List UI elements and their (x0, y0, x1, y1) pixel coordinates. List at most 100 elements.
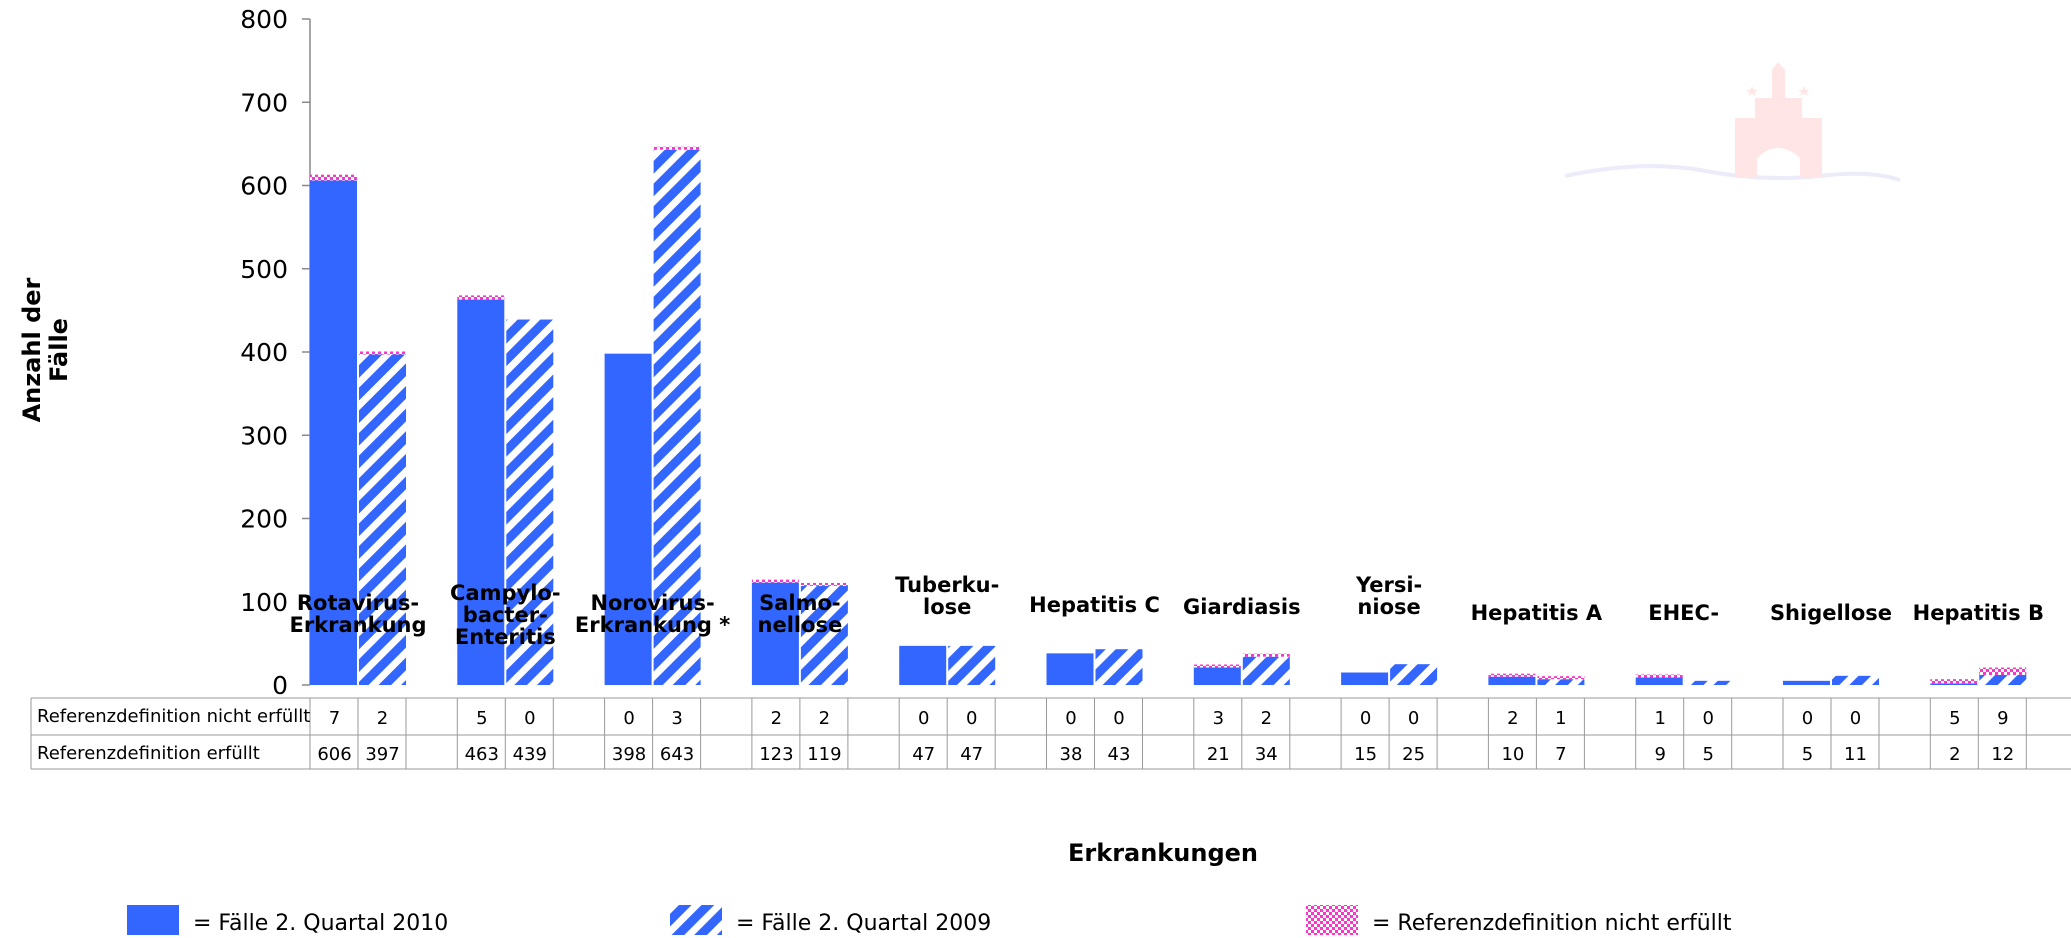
bar-2009-nicht-erfuellt (1537, 676, 1585, 680)
legend-swatch-pink (1306, 905, 1358, 935)
category-label-line: Salmo- (759, 591, 841, 615)
table-cell-nicht-erfuellt: 2 (771, 708, 782, 729)
y-tick-label: 800 (240, 5, 288, 34)
table-cell-nicht-erfuellt: 0 (966, 708, 977, 729)
bar-2009-nicht-erfuellt (653, 146, 701, 150)
legend: = Fälle 2. Quartal 2010 = Fälle 2. Quarta… (127, 905, 1732, 936)
bar-2009-nicht-erfuellt (1979, 667, 2027, 676)
category-label: Yersi-niose (1355, 573, 1422, 619)
legend-swatch-hatched (670, 905, 722, 935)
category-label-line: Hepatitis A (1471, 601, 1603, 625)
bar-2009-nicht-erfuellt (1242, 653, 1290, 657)
y-axis-title-line: Anzahl der (18, 277, 46, 422)
category-label-line: Rotavirus- (297, 591, 419, 615)
category-label-line: Shigellose (1770, 601, 1892, 625)
bar-2010-nicht-erfuellt (751, 579, 799, 583)
table-cell-nicht-erfuellt: 2 (1261, 708, 1272, 729)
bar-2010-nicht-erfuellt (457, 295, 505, 300)
bar-2010-erfuellt (310, 180, 357, 685)
category-label: Shigellose (1770, 601, 1892, 625)
table-cell-erfuellt: 43 (1108, 744, 1131, 765)
legend-label: = Referenzdefinition nicht erfüllt (1372, 911, 1732, 936)
bar-2009-erfuellt (359, 354, 406, 685)
y-tick-label: 400 (240, 338, 288, 367)
table-cell-erfuellt: 398 (612, 744, 646, 765)
bar-2009-erfuellt (506, 319, 554, 685)
category-label-line: Campylo- (450, 581, 561, 605)
bar-2009-erfuellt (1390, 664, 1438, 685)
x-axis-title: Erkrankungen (1068, 839, 1258, 867)
y-tick-label: 300 (240, 421, 288, 450)
table-cell-nicht-erfuellt: 0 (918, 708, 929, 729)
bar-2010-erfuellt (1930, 683, 1978, 685)
bar-2009-erfuellt (1242, 656, 1290, 685)
bar-2009-nicht-erfuellt (800, 582, 848, 586)
category-label-line: niose (1357, 595, 1420, 619)
table-cell-erfuellt: 10 (1501, 744, 1524, 765)
table-cell-erfuellt: 38 (1060, 744, 1083, 765)
bars (310, 146, 2027, 685)
category-label-line: Enteritis (455, 625, 556, 649)
table-cell-nicht-erfuellt: 0 (623, 708, 634, 729)
bar-2009-erfuellt (1979, 675, 2027, 685)
table-cell-erfuellt: 7 (1555, 744, 1566, 765)
table-cell-nicht-erfuellt: 3 (671, 708, 682, 729)
table-cell-nicht-erfuellt: 0 (1065, 708, 1076, 729)
y-tick-label: 100 (240, 588, 288, 617)
table-cell-nicht-erfuellt: 1 (1654, 708, 1665, 729)
hamburg-logo-watermark (1564, 62, 1901, 182)
legend-label: = Fälle 2. Quartal 2010 (193, 911, 448, 936)
bar-2010-nicht-erfuellt (1488, 673, 1536, 677)
legend-label: = Fälle 2. Quartal 2009 (736, 911, 991, 936)
table-cell-erfuellt: 643 (660, 744, 694, 765)
category-labels: Rotavirus-Erkrankung Campylo-bacter-Enter… (289, 573, 2043, 649)
table-cell-nicht-erfuellt: 7 (329, 708, 340, 729)
table-cell-erfuellt: 463 (465, 744, 499, 765)
y-axis: 0 100 200 300 400 500 600 700 800 (240, 5, 311, 700)
bar-2010-erfuellt (604, 353, 652, 685)
table-cell-nicht-erfuellt: 3 (1213, 708, 1224, 729)
category-label-line: lose (923, 595, 971, 619)
table-cell-erfuellt: 606 (317, 744, 351, 765)
bar-2009-erfuellt (1684, 680, 1732, 685)
category-label-line: Yersi- (1355, 573, 1422, 597)
category-label: Tuberku-lose (895, 573, 999, 619)
bar-2010-nicht-erfuellt (310, 174, 357, 181)
category-label: Salmo-nellose (758, 591, 843, 637)
table-cell-erfuellt: 12 (1991, 744, 2014, 765)
table-cell-nicht-erfuellt: 1 (1555, 708, 1566, 729)
bar-2010-erfuellt (899, 645, 947, 685)
category-label-line: bacter- (463, 603, 548, 627)
table-cell-nicht-erfuellt: 0 (524, 708, 535, 729)
table-cell-nicht-erfuellt: 5 (476, 708, 487, 729)
bar-2010-erfuellt (1046, 653, 1094, 685)
category-label-line: Erkrankung (289, 613, 426, 637)
table-cell-nicht-erfuellt: 0 (1360, 708, 1371, 729)
category-label: Hepatitis B (1913, 601, 2044, 625)
bar-2010-erfuellt (751, 582, 799, 685)
category-label-line: Tuberku- (895, 573, 999, 597)
category-label: Rotavirus-Erkrankung (289, 591, 426, 637)
table-cell-erfuellt: 15 (1354, 744, 1377, 765)
table-cell-nicht-erfuellt: 0 (1702, 708, 1713, 729)
table-cell-nicht-erfuellt: 0 (1408, 708, 1419, 729)
table-cell-erfuellt: 9 (1654, 744, 1665, 765)
y-tick-label: 200 (240, 505, 288, 534)
table-cell-erfuellt: 21 (1207, 744, 1230, 765)
bar-2009-erfuellt (800, 585, 848, 685)
category-label: Giardiasis (1183, 595, 1301, 619)
table-cell-nicht-erfuellt: 9 (1997, 708, 2008, 729)
table-cell-nicht-erfuellt: 0 (1113, 708, 1124, 729)
bar-2009-erfuellt (1537, 679, 1585, 685)
bar-2009-erfuellt (653, 149, 701, 685)
category-label-line: nellose (758, 613, 843, 637)
bar-2010-erfuellt (1783, 680, 1830, 685)
table-cell-nicht-erfuellt: 5 (1949, 708, 1960, 729)
bar-2009-erfuellt (1095, 649, 1143, 685)
table-row-label: Referenzdefinition erfüllt (37, 743, 260, 764)
category-label: Hepatitis A (1471, 601, 1603, 625)
bar-2010-erfuellt (1193, 667, 1241, 685)
y-tick-label: 700 (240, 88, 288, 117)
bar-2010-erfuellt (1341, 672, 1389, 685)
